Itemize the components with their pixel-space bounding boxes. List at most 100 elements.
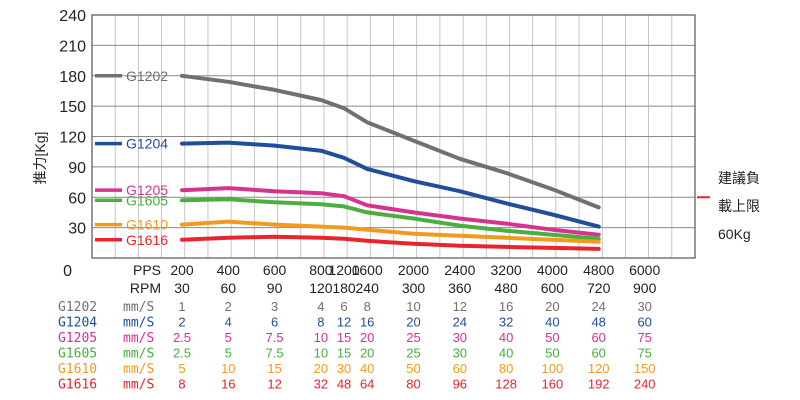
speed-value: 8 — [178, 377, 185, 392]
y-tick-label: 210 — [59, 38, 86, 55]
rpm-row-header: RPM — [130, 280, 161, 296]
y-axis-title: 推力[Kg] — [32, 132, 48, 185]
y-axis: 30 60 90 120 150 180 210 240 0 — [59, 8, 86, 280]
pps-value: 1600 — [352, 262, 383, 278]
speed-value: 10 — [314, 346, 328, 361]
legend-label-g1616: G1616 — [126, 232, 168, 248]
speed-value: 10 — [406, 299, 420, 314]
speed-value: 150 — [634, 361, 656, 376]
rpm-value: 60 — [221, 280, 237, 296]
speed-value: 8 — [364, 299, 371, 314]
table-model-label: G1202 — [58, 300, 97, 315]
speed-value: 30 — [453, 346, 467, 361]
pps-value: 3200 — [491, 262, 522, 278]
speed-value: 15 — [337, 330, 351, 345]
pps-value: 2000 — [398, 262, 429, 278]
speed-value: 3 — [271, 299, 278, 314]
chart-grid — [91, 14, 696, 259]
speed-value: 5 — [178, 361, 185, 376]
speed-value: 60 — [453, 361, 467, 376]
rpm-value: 600 — [541, 280, 565, 296]
speed-value: 6 — [340, 299, 347, 314]
pps-value: 2400 — [444, 262, 475, 278]
speed-value: 4 — [225, 315, 232, 330]
speed-value: 48 — [337, 377, 351, 392]
speed-value: 10 — [314, 330, 328, 345]
speed-value: 30 — [337, 361, 351, 376]
rpm-value: 30 — [174, 280, 190, 296]
y-zero-label: 0 — [63, 263, 72, 280]
speed-value: 75 — [637, 330, 651, 345]
rpm-value: 360 — [448, 280, 472, 296]
pps-value: 800 — [309, 262, 333, 278]
speed-value: 64 — [360, 377, 374, 392]
y-tick-label: 150 — [59, 99, 86, 116]
legend-label-g1204: G1204 — [126, 136, 168, 152]
speed-value: 96 — [453, 377, 467, 392]
speed-value: 80 — [499, 361, 513, 376]
table-model-label: G1605 — [58, 347, 97, 362]
speed-value: 60 — [637, 315, 651, 330]
speed-value: 48 — [591, 315, 605, 330]
rpm-value: 180 — [332, 280, 356, 296]
speed-value: 2.5 — [173, 346, 191, 361]
speed-value: 60 — [591, 330, 605, 345]
speed-value: 12 — [453, 299, 467, 314]
speed-table: PPSRPM2003040060600908001201200180160024… — [58, 262, 660, 393]
speed-value: 5 — [225, 330, 232, 345]
pps-value: 600 — [263, 262, 287, 278]
speed-value: 40 — [499, 346, 513, 361]
rpm-value: 480 — [494, 280, 518, 296]
speed-value: 50 — [545, 330, 559, 345]
speed-value: 192 — [588, 377, 610, 392]
table-unit-label: mm/S — [123, 362, 154, 377]
speed-value: 40 — [499, 330, 513, 345]
pps-value: 6000 — [629, 262, 660, 278]
plot-frame — [91, 14, 696, 259]
pps-value: 400 — [217, 262, 241, 278]
speed-value: 50 — [545, 346, 559, 361]
speed-value: 25 — [406, 346, 420, 361]
speed-value: 10 — [221, 361, 235, 376]
table-unit-label: mm/S — [123, 378, 154, 393]
speed-value: 20 — [314, 361, 328, 376]
y-tick-label: 30 — [68, 221, 86, 238]
speed-value: 4 — [317, 299, 324, 314]
speed-value: 20 — [545, 299, 559, 314]
speed-value: 6 — [271, 315, 278, 330]
speed-value: 25 — [406, 330, 420, 345]
speed-value: 75 — [637, 346, 651, 361]
speed-value: 80 — [406, 377, 420, 392]
speed-value: 32 — [499, 315, 513, 330]
table-unit-label: mm/S — [123, 347, 154, 362]
table-model-label: G1610 — [58, 362, 97, 377]
rpm-value: 90 — [267, 280, 283, 296]
table-model-label: G1204 — [58, 316, 97, 331]
table-model-label: G1616 — [58, 378, 97, 393]
y-tick-label: 240 — [59, 8, 86, 25]
speed-value: 160 — [542, 377, 564, 392]
speed-value: 30 — [637, 299, 651, 314]
table-unit-label: mm/S — [123, 331, 154, 346]
speed-value: 40 — [545, 315, 559, 330]
recommended-load-label: 載上限 — [718, 198, 760, 214]
speed-value: 40 — [360, 361, 374, 376]
speed-value: 30 — [453, 330, 467, 345]
speed-value: 7.5 — [266, 330, 284, 345]
table-unit-label: mm/S — [123, 316, 154, 331]
speed-value: 128 — [495, 377, 517, 392]
speed-value: 2 — [225, 299, 232, 314]
legend-label-g1202: G1202 — [126, 68, 168, 84]
legend-label-g1205: G1205 — [126, 182, 168, 198]
recommended-load-label: 建議負 — [718, 170, 760, 186]
table-unit-label: mm/S — [123, 300, 154, 315]
pps-row-header: PPS — [133, 262, 161, 278]
speed-value: 32 — [314, 377, 328, 392]
speed-value: 16 — [360, 315, 374, 330]
y-tick-label: 180 — [59, 69, 86, 86]
speed-value: 20 — [360, 330, 374, 345]
rpm-value: 240 — [356, 280, 380, 296]
speed-value: 8 — [317, 315, 324, 330]
rpm-value: 120 — [309, 280, 333, 296]
